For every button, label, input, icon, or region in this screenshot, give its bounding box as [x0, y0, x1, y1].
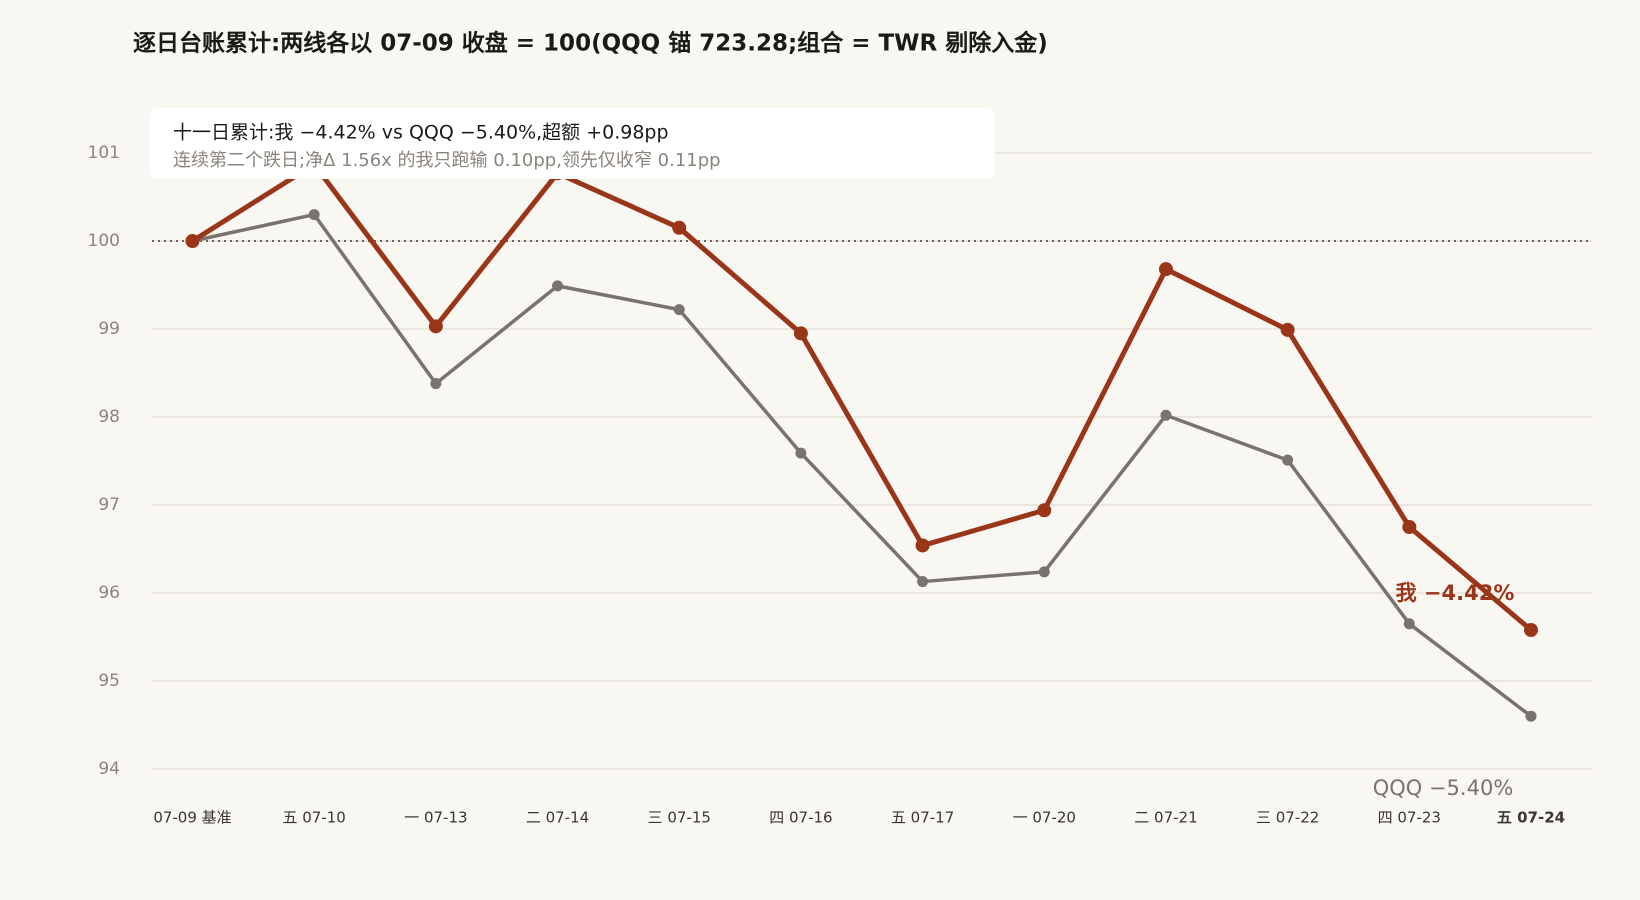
point	[1280, 322, 1295, 337]
series: 我 −4.42%	[185, 157, 1538, 637]
x-tick-label: 三 07-22	[1256, 809, 1319, 827]
x-tick-label: 二 07-21	[1134, 809, 1197, 827]
x-tick-label: 一 07-20	[1013, 809, 1076, 827]
y-tick-label: 101	[88, 143, 120, 163]
point	[1282, 454, 1294, 466]
x-tick-label: 一 07-13	[404, 809, 467, 827]
point	[308, 209, 320, 221]
x-tick-label: 三 07-15	[648, 809, 711, 827]
point	[795, 447, 807, 459]
point	[1038, 566, 1050, 578]
lines: QQQ −5.40% 我 −4.42%	[185, 157, 1538, 800]
x-tick-label: 五 07-24	[1497, 809, 1565, 827]
x-tick-label: 五 07-10	[283, 809, 346, 827]
line	[192, 212, 1533, 718]
x-tick-label: 五 07-17	[891, 809, 954, 827]
point	[1037, 503, 1052, 518]
x-tick-label: 四 07-23	[1378, 809, 1441, 827]
y-tick-label: 95	[98, 671, 120, 691]
y-tick-label: 97	[98, 495, 120, 515]
point	[1403, 618, 1415, 630]
y-tick-label: 94	[98, 759, 120, 779]
point	[430, 378, 442, 390]
y-tick-label: 99	[98, 319, 120, 339]
point	[672, 220, 687, 235]
point	[1158, 262, 1173, 277]
x-tick-label: 07-09 基准	[153, 809, 231, 827]
x-tick-label: 四 07-16	[769, 809, 832, 827]
x-tick-label: 二 07-14	[526, 809, 589, 827]
chart-title: 逐日台账累计:两线各以 07-09 收盘 = 100(QQQ 锚 723.28;…	[133, 30, 1048, 57]
point	[673, 304, 685, 316]
grid: 94 95 96 97 98 99 100 101 07-09 基准 五 07-10 一 07-13…	[88, 143, 1592, 827]
y-tick-label: 100	[88, 231, 120, 251]
point	[1524, 622, 1538, 637]
point	[1402, 520, 1417, 534]
end-label: QQQ −5.40%	[1373, 776, 1514, 800]
point	[793, 326, 808, 341]
point	[915, 538, 930, 553]
point	[917, 576, 929, 588]
line	[191, 161, 1533, 632]
y-tick-label: 96	[98, 583, 120, 603]
point	[1160, 409, 1172, 421]
annotation-subtitle: 连续第二个跌日;净Δ 1.56x 的我只跑输 0.10pp,领先仅收窄 0.11…	[173, 150, 721, 171]
point	[185, 234, 200, 248]
point	[1525, 710, 1537, 722]
point	[428, 319, 443, 334]
point	[552, 280, 564, 292]
annotation-box	[150, 108, 995, 179]
y-tick-label: 98	[98, 407, 120, 427]
end-label: 我 −4.42%	[1396, 581, 1515, 605]
annotation-title: 十一日累计:我 −4.42% vs QQQ −5.40%,超额 +0.98pp	[173, 122, 669, 144]
